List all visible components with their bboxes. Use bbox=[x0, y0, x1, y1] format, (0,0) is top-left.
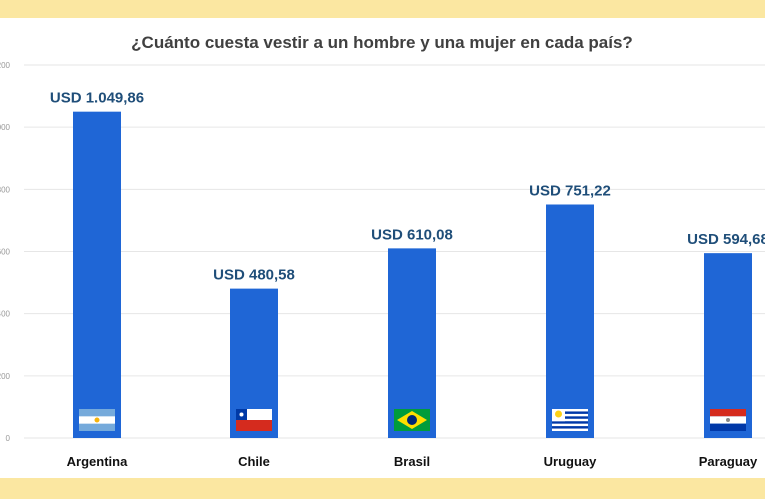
category-label: Brasil bbox=[394, 454, 430, 469]
y-tick-label: 200 bbox=[0, 372, 11, 381]
bar-group-brasil: USD 610,08 Brasil bbox=[371, 226, 453, 469]
y-tick-label: 400 bbox=[0, 310, 11, 319]
data-label: USD 480,58 bbox=[213, 267, 295, 284]
bar bbox=[704, 253, 752, 438]
bar-group-uruguay: USD 751,22 Uruguay bbox=[529, 182, 611, 469]
top-border bbox=[0, 0, 765, 18]
bar bbox=[73, 111, 121, 438]
category-label: Uruguay bbox=[544, 454, 598, 469]
y-tick-label: 0 bbox=[6, 434, 11, 443]
category-label: Chile bbox=[238, 454, 270, 469]
bar-group-paraguay: USD 594,68 Paraguay bbox=[687, 231, 765, 469]
category-label: Paraguay bbox=[699, 454, 758, 469]
paraguay-flag-icon bbox=[710, 409, 746, 431]
y-tick-label: 600 bbox=[0, 248, 11, 257]
data-label: USD 751,22 bbox=[529, 182, 611, 199]
y-tick-label: 800 bbox=[0, 185, 11, 194]
chile-flag-icon bbox=[236, 409, 272, 431]
bottom-border bbox=[0, 478, 765, 499]
y-tick-label: 1200 bbox=[0, 61, 11, 70]
chart-title: ¿Cuánto cuesta vestir a un hombre y una … bbox=[131, 33, 633, 52]
data-label: USD 610,08 bbox=[371, 226, 453, 243]
data-label: USD 1.049,86 bbox=[50, 90, 144, 107]
data-label: USD 594,68 bbox=[687, 231, 765, 248]
category-label: Argentina bbox=[67, 454, 128, 469]
bar-group-chile: USD 480,58 Chile bbox=[213, 267, 295, 469]
uruguay-flag-icon bbox=[552, 409, 588, 431]
argentina-flag-icon bbox=[79, 409, 115, 431]
bar-group-argentina: USD 1.049,86 Argentina bbox=[50, 90, 144, 469]
y-tick-label: 1000 bbox=[0, 123, 11, 132]
bar bbox=[388, 248, 436, 438]
brazil-flag-icon bbox=[394, 409, 430, 431]
bar bbox=[546, 204, 594, 438]
